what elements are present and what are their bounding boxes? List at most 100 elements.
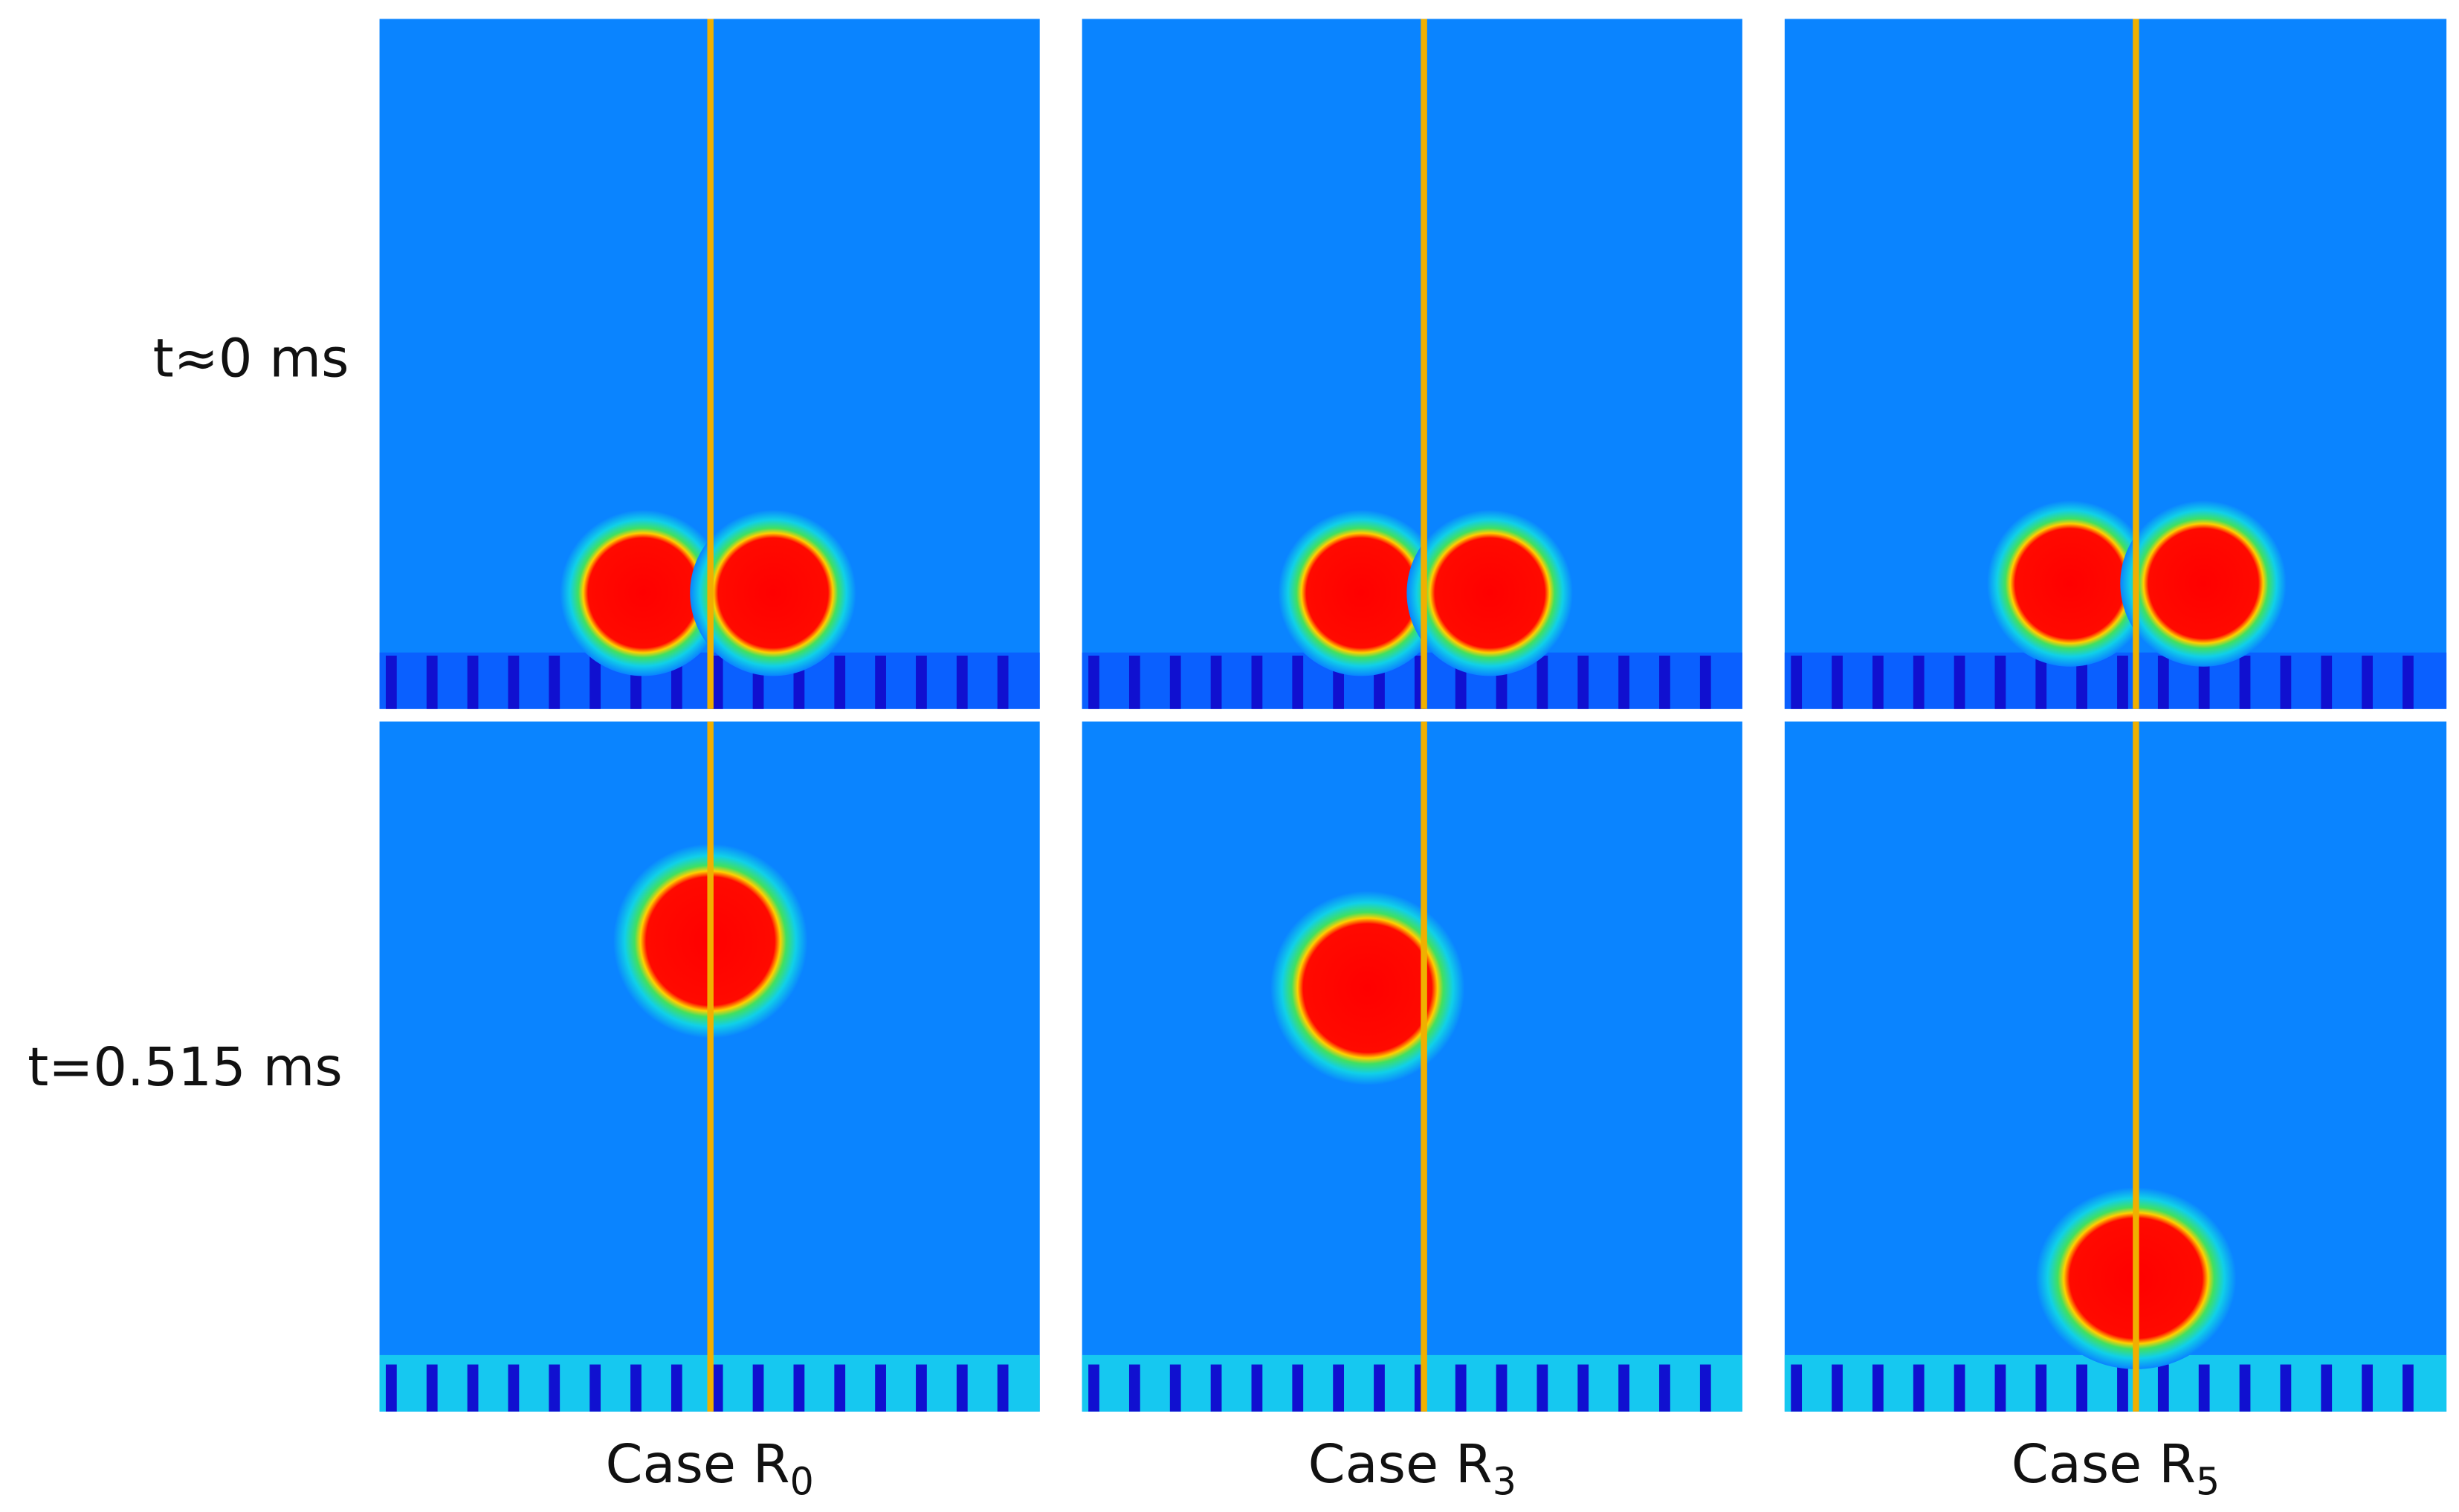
wall-groove (1994, 1364, 2006, 1412)
wall-groove (589, 1364, 601, 1412)
wall-groove (2035, 655, 2047, 709)
wall-strip (1784, 652, 2447, 709)
wall-groove (2239, 1364, 2251, 1412)
wall-groove (1537, 655, 1548, 709)
wall-groove (2035, 1364, 2047, 1412)
wall-groove (549, 1364, 560, 1412)
wall-groove (1659, 1364, 1670, 1412)
wall-groove (1455, 1364, 1467, 1412)
droplet (1270, 891, 1465, 1086)
wall-strip (1082, 652, 1742, 709)
wall-groove (2321, 655, 2333, 709)
droplet (2120, 500, 2287, 667)
wall-groove (1333, 1364, 1345, 1412)
wall-groove (997, 1364, 1009, 1412)
wall-groove (1292, 1364, 1304, 1412)
wall-groove (1496, 1364, 1508, 1412)
snapshot-panel (379, 19, 1040, 709)
wall-groove (1374, 1364, 1385, 1412)
wall-groove (997, 655, 1009, 709)
wall-groove (385, 655, 397, 709)
wall-groove (1577, 655, 1589, 709)
droplet (1986, 500, 2153, 667)
wall-groove (1088, 1364, 1099, 1412)
wall-groove (834, 655, 846, 709)
wall-groove (1913, 655, 1925, 709)
wall-groove (2362, 1364, 2373, 1412)
wall-groove (589, 655, 601, 709)
wall-groove (385, 1364, 397, 1412)
wall-groove (2076, 1364, 2088, 1412)
wall-groove (2362, 655, 2373, 709)
row-label: t≈0 ms (153, 326, 349, 389)
wall-groove (1618, 655, 1629, 709)
wall-groove (1292, 655, 1304, 709)
wall-groove (956, 1364, 968, 1412)
wall-groove (1659, 655, 1670, 709)
wall-groove (1251, 1364, 1263, 1412)
wall-groove (1872, 655, 1884, 709)
wall-strip (1082, 1354, 1742, 1412)
column-label-text: Case R (1308, 1432, 1493, 1495)
wall-groove (2403, 655, 2414, 709)
droplet (690, 509, 856, 676)
wall-groove (956, 655, 968, 709)
wall-groove (1618, 1364, 1629, 1412)
row-label: t=0.515 ms (28, 1036, 343, 1098)
wall-groove (2280, 655, 2292, 709)
wall-groove (2117, 1364, 2128, 1412)
wall-groove (1577, 1364, 1589, 1412)
wall-groove (1832, 655, 1843, 709)
snapshot-panel (1082, 721, 1742, 1412)
wall-groove (916, 655, 927, 709)
wall-groove (1210, 1364, 1222, 1412)
wall-groove (508, 1364, 520, 1412)
wall-groove (2117, 655, 2128, 709)
wall-groove (1994, 655, 2006, 709)
wall-groove (1699, 1364, 1711, 1412)
snapshot-panel (1082, 19, 1742, 709)
wall-groove (1210, 655, 1222, 709)
column-label: Case R5 (2012, 1432, 2220, 1504)
wall-groove (916, 1364, 927, 1412)
wall-groove (508, 655, 520, 709)
wall-groove (793, 1364, 805, 1412)
wall-groove (752, 1364, 764, 1412)
wall-groove (711, 1364, 723, 1412)
column-label-subscript: 5 (2196, 1460, 2220, 1504)
snapshot-panel (1784, 721, 2447, 1412)
wall-groove (426, 1364, 438, 1412)
wall-groove (1913, 1364, 1925, 1412)
wall-groove (2321, 1364, 2333, 1412)
column-label: Case R0 (605, 1432, 813, 1504)
wall-groove (2157, 1364, 2169, 1412)
droplet (1278, 509, 1445, 676)
wall-groove (2157, 655, 2169, 709)
column-label-text: Case R (605, 1432, 789, 1495)
column-label-subscript: 0 (790, 1460, 814, 1504)
wall-groove (467, 1364, 479, 1412)
column-label: Case R3 (1308, 1432, 1516, 1504)
wall-groove (426, 655, 438, 709)
wall-groove (1832, 1364, 1843, 1412)
wall-groove (467, 655, 479, 709)
snapshot-panel (1784, 19, 2447, 709)
wall-groove (2198, 1364, 2210, 1412)
wall-groove (1699, 655, 1711, 709)
wall-groove (1954, 1364, 1965, 1412)
wall-groove (1791, 655, 1803, 709)
wall-groove (1954, 655, 1965, 709)
wall-groove (875, 655, 886, 709)
wall-groove (875, 1364, 886, 1412)
wall-groove (2403, 1364, 2414, 1412)
wall-groove (711, 655, 723, 709)
droplet (560, 509, 726, 676)
wall-groove (1251, 655, 1263, 709)
column-label-subscript: 3 (1493, 1460, 1516, 1504)
wall-groove (2198, 655, 2210, 709)
wall-groove (1169, 1364, 1181, 1412)
wall-groove (1791, 1364, 1803, 1412)
wall-groove (1088, 655, 1099, 709)
